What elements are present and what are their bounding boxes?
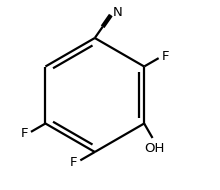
Text: F: F bbox=[20, 127, 28, 140]
Text: F: F bbox=[70, 156, 77, 169]
Text: F: F bbox=[162, 50, 169, 63]
Text: N: N bbox=[113, 6, 123, 19]
Text: OH: OH bbox=[144, 142, 164, 155]
